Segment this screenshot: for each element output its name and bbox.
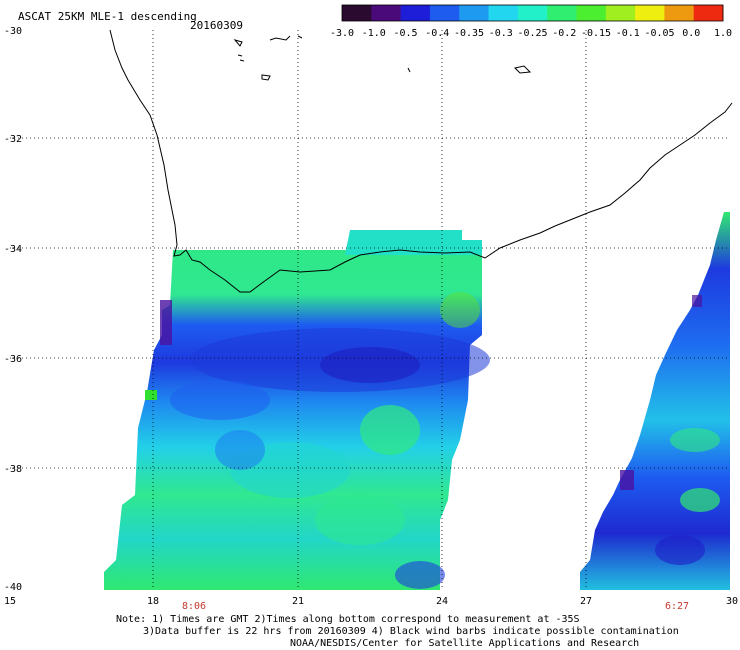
lat-label: -34: [4, 244, 22, 255]
lon-label: 24: [436, 596, 448, 607]
lat-label: -30: [4, 26, 22, 37]
colorbar-segment: [547, 5, 577, 21]
note-line-1: Note: 1) Times are GMT 2)Times along bot…: [116, 614, 580, 625]
colorbar: -3.0 -1.0 -0.5 -0.4 -0.35 -0.3 -0.25 -0.2 -0.15-…: [330, 4, 732, 39]
lon-label: 27: [580, 596, 592, 607]
lat-label: -36: [4, 354, 22, 365]
swath-b: [580, 212, 730, 590]
colorbar-segment: [488, 5, 519, 21]
lon-label: 30: [726, 596, 738, 607]
islands: [233, 35, 532, 81]
colorbar-segment: [371, 5, 402, 21]
colorbar-segment: [635, 5, 665, 21]
colorbar-segment: [693, 5, 724, 21]
colorbar-tick-label: -1.0: [362, 28, 386, 39]
note-line-2: 3)Data buffer is 22 hrs from 20160309 4)…: [143, 626, 679, 637]
coastline: [109, 29, 733, 293]
colorbar-tick-label: -0.15: [581, 28, 611, 39]
colorbar-segment: [605, 5, 636, 21]
note-line-3: NOAA/NESDIS/Center for Satellite Applica…: [290, 638, 640, 649]
colorbar-tick-label: -0.5: [393, 28, 417, 39]
lat-label: -38: [4, 464, 22, 475]
colorbar-segment: [576, 5, 607, 21]
map-date: 20160309: [190, 19, 243, 32]
colorbar-tick-label: -0.05: [644, 28, 674, 39]
colorbar-tick-label: 1.0: [714, 28, 732, 39]
graticule: [10, 30, 730, 590]
colorbar-tick-label: -0.4: [425, 28, 449, 39]
colorbar-tick-label: -0.1: [616, 28, 640, 39]
colorbar-segment: [400, 5, 431, 21]
colorbar-segment: [342, 5, 372, 21]
colorbar-segment: [429, 5, 460, 21]
colorbar-segment: [459, 5, 490, 21]
swath-time-label: 8:06: [182, 601, 206, 612]
colorbar-tick-label: -3.0: [330, 28, 354, 39]
lon-label: 21: [292, 596, 304, 607]
colorbar-border: [341, 4, 724, 22]
colorbar-tick-label: 0.0: [682, 28, 700, 39]
lat-label: -32: [4, 134, 22, 145]
swath-time-label: 6:27: [665, 601, 689, 612]
colorbar-tick-label: -0.25: [517, 28, 547, 39]
lon-label: 18: [147, 596, 159, 607]
colorbar-tick-label: -0.2: [552, 28, 576, 39]
lat-label: -40: [4, 582, 22, 593]
map-title: ASCAT 25KM MLE-1 descending: [18, 10, 197, 23]
lon-label: 15: [4, 596, 16, 607]
colorbar-segment: [664, 5, 695, 21]
colorbar-tick-label: -0.3: [489, 28, 513, 39]
colorbar-segment: [517, 5, 548, 21]
swath-a: [104, 230, 490, 590]
colorbar-tick-label: -0.35: [454, 28, 484, 39]
